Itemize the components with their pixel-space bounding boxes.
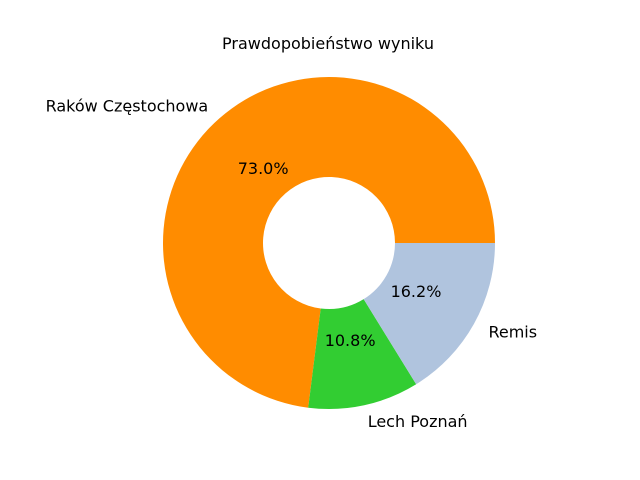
- slice-label-rakow-czestochowa: Raków Częstochowa: [46, 97, 209, 116]
- labels-layer: Raków Częstochowa 73.0% Lech Poznań 10.8% Re…: [46, 97, 537, 431]
- slice-remis: [363, 243, 495, 385]
- slice-label-remis: Remis: [488, 322, 537, 341]
- percent-label-lech-poznan: 10.8%: [325, 331, 376, 350]
- percent-label-remis: 16.2%: [391, 282, 442, 301]
- slice-label-lech-poznan: Lech Poznań: [368, 412, 468, 431]
- percent-label-rakow-czestochowa: 73.0%: [238, 159, 289, 178]
- slice-lech-poznan: [308, 299, 417, 409]
- slices-layer: [162, 77, 495, 409]
- chart-title: Prawdopobieństwo wyniku: [222, 34, 434, 53]
- slice-rakow-czestochowa: [162, 77, 495, 408]
